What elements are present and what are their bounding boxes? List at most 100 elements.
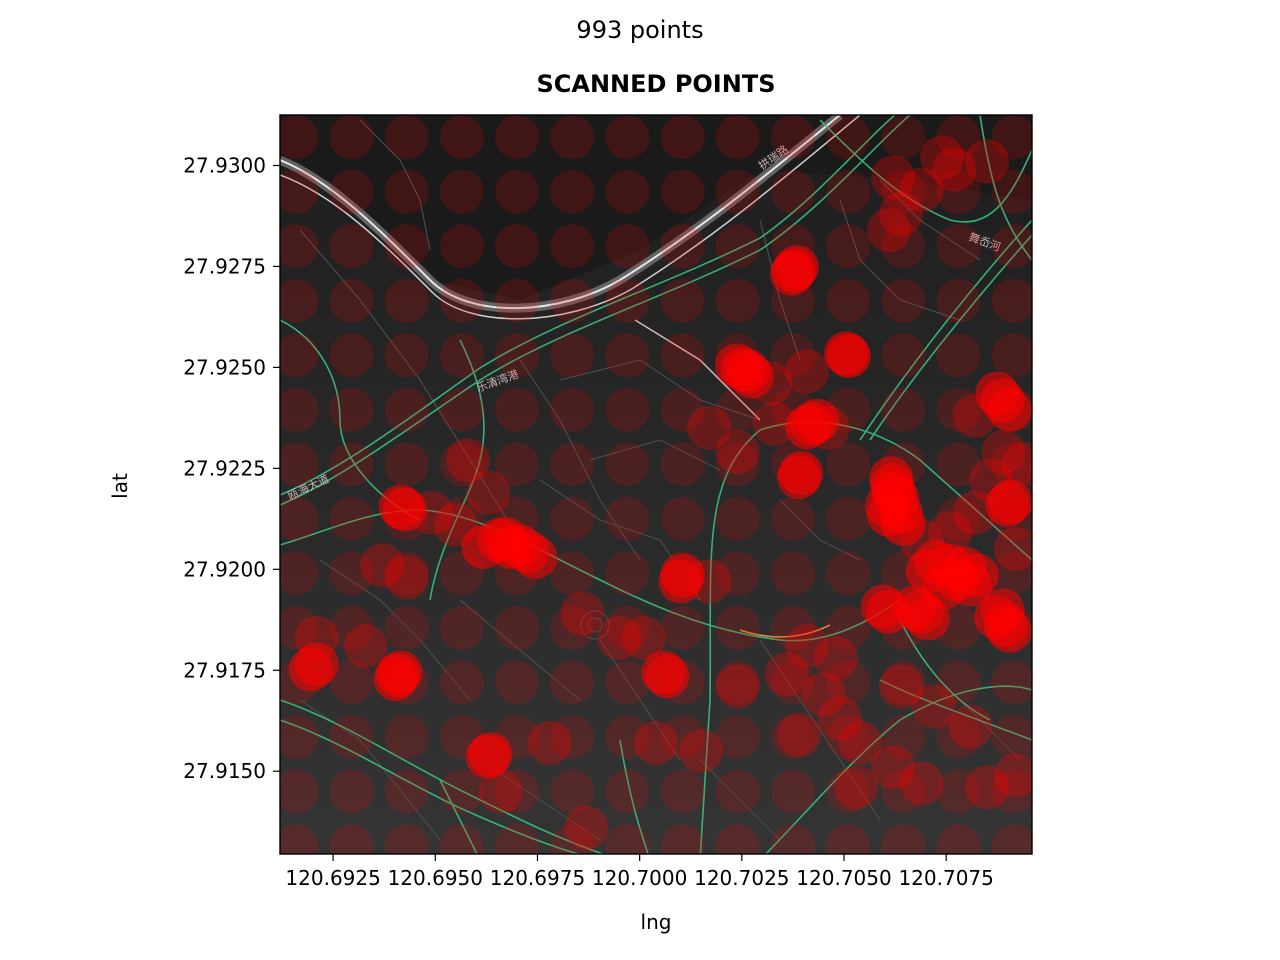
scan-point xyxy=(384,605,429,650)
x-tick-label: 120.7075 xyxy=(898,866,993,890)
scan-point xyxy=(936,442,981,487)
y-tick-label: 27.9300 xyxy=(183,153,266,177)
scan-point xyxy=(813,636,858,681)
scan-point xyxy=(770,169,815,214)
scan-point xyxy=(660,823,705,854)
scan-point xyxy=(446,438,490,483)
scan-point xyxy=(605,823,650,854)
scan-point xyxy=(329,714,374,759)
scan-point xyxy=(752,401,797,446)
scan-point xyxy=(329,442,374,487)
scan-point xyxy=(550,551,595,596)
scan-point xyxy=(936,224,981,269)
scan-point xyxy=(770,551,815,596)
scan-point xyxy=(993,753,1032,798)
scan-point xyxy=(985,482,1030,527)
scan-point xyxy=(605,224,650,269)
scan-point xyxy=(495,387,539,432)
scan-point xyxy=(881,769,926,814)
scan-point xyxy=(329,660,374,705)
scan-point xyxy=(715,496,760,541)
scan-point xyxy=(329,551,374,596)
scan-point xyxy=(560,591,605,636)
scan-point xyxy=(384,115,429,160)
scan-point xyxy=(770,333,815,378)
scan-point xyxy=(343,624,388,668)
scan-point xyxy=(660,278,705,323)
x-tick-label: 120.7000 xyxy=(592,866,687,890)
scan-point xyxy=(826,605,871,650)
x-tick-label: 120.6925 xyxy=(285,866,380,890)
scan-point xyxy=(439,605,484,650)
y-axis: 27.9150 27.9175 27.9200 27.9225 27.9250 27.92… xyxy=(183,153,280,783)
scan-point xyxy=(660,169,705,214)
scan-point xyxy=(329,278,374,323)
scan-point xyxy=(329,169,374,214)
scan-point xyxy=(280,169,319,214)
scan-point xyxy=(826,278,871,323)
y-tick-label: 27.9175 xyxy=(183,658,266,682)
scan-point xyxy=(770,660,815,705)
scan-point xyxy=(770,714,815,759)
scan-point xyxy=(495,224,539,269)
scan-point xyxy=(550,823,595,854)
y-tick-label: 27.9200 xyxy=(183,557,266,581)
scan-point xyxy=(439,115,484,160)
scan-point xyxy=(770,496,815,541)
scan-point xyxy=(478,769,523,814)
scan-point xyxy=(550,387,595,432)
scan-point xyxy=(991,115,1032,160)
y-tick-label: 27.9275 xyxy=(183,254,266,278)
scan-point xyxy=(965,765,1009,810)
scan-point xyxy=(991,278,1032,323)
scan-point xyxy=(764,652,809,697)
scan-point xyxy=(881,660,926,705)
plot-area: 拱瑞路 乐清湾港 瓯海大道 舞岙河 xyxy=(280,115,1032,854)
scan-point xyxy=(660,115,705,160)
scan-point xyxy=(495,769,539,814)
figure-suptitle: 993 points xyxy=(576,16,704,44)
scan-point xyxy=(936,496,981,541)
scan-point xyxy=(550,333,595,378)
scan-point xyxy=(715,278,760,323)
scan-point xyxy=(605,387,650,432)
scan-point xyxy=(991,551,1032,596)
scan-point xyxy=(660,714,705,759)
scan-point xyxy=(465,735,510,780)
scan-point xyxy=(947,562,992,607)
scan-point xyxy=(495,278,539,323)
scan-point xyxy=(993,527,1032,572)
scan-point xyxy=(597,616,642,660)
scan-point xyxy=(936,769,981,814)
scan-point xyxy=(911,684,956,729)
scan-point xyxy=(280,551,319,596)
scan-point xyxy=(660,496,705,541)
scan-point xyxy=(660,333,705,378)
scan-point xyxy=(881,115,926,160)
scan-point xyxy=(936,333,981,378)
scan-point xyxy=(770,769,815,814)
scan-point xyxy=(280,278,319,323)
x-tick-label: 120.7050 xyxy=(796,866,891,890)
scan-point xyxy=(605,714,650,759)
scan-point xyxy=(384,224,429,269)
map-land-block xyxy=(280,115,1032,300)
x-tick-label: 120.6975 xyxy=(490,866,585,890)
scan-point xyxy=(866,589,911,634)
scan-point xyxy=(881,714,926,759)
scan-point xyxy=(965,139,1009,184)
scan-point xyxy=(991,442,1032,487)
scan-point xyxy=(770,115,815,160)
scan-point xyxy=(280,823,319,854)
scan-point xyxy=(679,729,723,773)
scan-point xyxy=(550,115,595,160)
scan-point xyxy=(775,245,819,290)
scan-point xyxy=(881,387,926,432)
scan-point xyxy=(991,660,1032,705)
scan-point xyxy=(660,442,705,487)
scan-point xyxy=(715,769,760,814)
scan-point xyxy=(834,765,879,810)
scan-point xyxy=(439,278,484,323)
scan-point xyxy=(495,169,539,214)
